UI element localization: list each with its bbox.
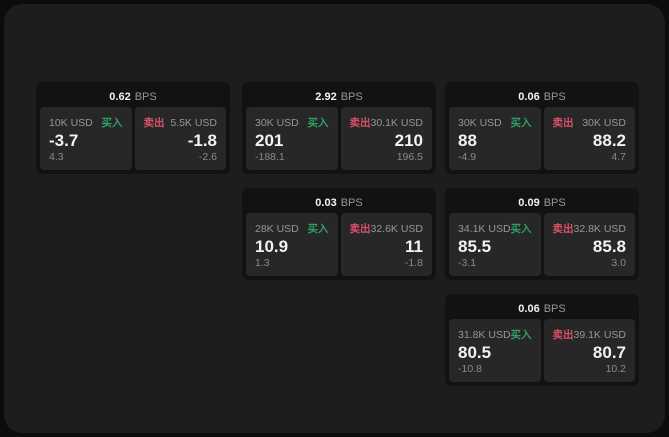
- sell-amount: 32.8K USD: [573, 222, 627, 235]
- buy-amount: 34.1K USD: [458, 222, 511, 235]
- buy-price: 201: [255, 131, 284, 150]
- bps-value: 0.06: [518, 302, 540, 315]
- buy-label: 买入: [510, 329, 532, 341]
- quote-card[interactable]: 2.92 BPS 30K USD 买入 201 -188.1 卖出 30.1K …: [242, 82, 436, 174]
- sell-price: 11: [405, 237, 423, 256]
- quote-tiles: 30K USD 买入 88 -4.9 卖出 30K USD 88.2 4.7: [449, 107, 635, 170]
- sell-price: 85.8: [592, 237, 626, 256]
- buy-price: 10.9: [255, 237, 289, 256]
- sell-tile[interactable]: 卖出 30.1K USD 210 196.5: [340, 107, 432, 170]
- buy-price: -3.7: [49, 131, 79, 150]
- quote-card[interactable]: 0.06 BPS 31.8K USD 买入 80.5 -10.8 卖出 39.1…: [445, 294, 639, 386]
- buy-label: 买入: [101, 117, 123, 129]
- buy-label: 买入: [307, 117, 329, 129]
- bps-unit: BPS: [340, 90, 363, 103]
- sell-amount: 30.1K USD: [370, 116, 424, 129]
- buy-amount: 10K USD: [49, 116, 93, 129]
- bps-unit: BPS: [134, 90, 157, 103]
- buy-tile[interactable]: 34.1K USD 买入 85.5 -3.1: [449, 213, 541, 276]
- sell-tile[interactable]: 卖出 30K USD 88.2 4.7: [543, 107, 635, 170]
- quote-tiles: 31.8K USD 买入 80.5 -10.8 卖出 39.1K USD 80.…: [449, 319, 635, 382]
- sell-delta: 3.0: [611, 257, 626, 269]
- buy-tile[interactable]: 31.8K USD 买入 80.5 -10.8: [449, 319, 541, 382]
- bps-unit: BPS: [543, 196, 566, 209]
- bps-value: 0.03: [315, 196, 337, 209]
- quote-card[interactable]: 0.06 BPS 30K USD 买入 88 -4.9 卖出 30K USD 8…: [445, 82, 639, 174]
- sell-amount: 39.1K USD: [573, 328, 627, 341]
- sell-tile[interactable]: 卖出 32.8K USD 85.8 3.0: [543, 213, 635, 276]
- sell-price: 80.7: [592, 343, 626, 362]
- sell-amount: 32.6K USD: [370, 222, 424, 235]
- bps-unit: BPS: [340, 196, 363, 209]
- sell-tile[interactable]: 卖出 5.5K USD -1.8 -2.6: [134, 107, 226, 170]
- buy-price: 85.5: [458, 237, 492, 256]
- sell-tile[interactable]: 卖出 32.6K USD 11 -1.8: [340, 213, 432, 276]
- buy-price: 88: [458, 131, 477, 150]
- buy-amount: 30K USD: [255, 116, 299, 129]
- sell-amount: 30K USD: [582, 116, 626, 129]
- sell-price: 210: [394, 131, 423, 150]
- bps-header: 0.03 BPS: [246, 192, 432, 213]
- quote-tiles: 34.1K USD 买入 85.5 -3.1 卖出 32.8K USD 85.8…: [449, 213, 635, 276]
- buy-delta: 1.3: [255, 257, 270, 269]
- quote-tiles: 30K USD 买入 201 -188.1 卖出 30.1K USD 210 1…: [246, 107, 432, 170]
- quote-card[interactable]: 0.09 BPS 34.1K USD 买入 85.5 -3.1 卖出 32.8K…: [445, 188, 639, 280]
- bps-value: 0.09: [518, 196, 540, 209]
- buy-tile[interactable]: 28K USD 买入 10.9 1.3: [246, 213, 338, 276]
- bps-unit: BPS: [543, 90, 566, 103]
- quote-tiles: 28K USD 买入 10.9 1.3 卖出 32.6K USD 11 -1.8: [246, 213, 432, 276]
- sell-tile[interactable]: 卖出 39.1K USD 80.7 10.2: [543, 319, 635, 382]
- sell-label: 卖出: [552, 117, 574, 129]
- sell-delta: -2.6: [198, 151, 217, 163]
- buy-delta: -3.1: [458, 257, 477, 269]
- buy-amount: 30K USD: [458, 116, 502, 129]
- bps-header: 0.06 BPS: [449, 86, 635, 107]
- sell-delta: 10.2: [605, 363, 626, 375]
- sell-amount: 5.5K USD: [170, 116, 217, 129]
- bps-header: 0.06 BPS: [449, 298, 635, 319]
- bps-header: 0.62 BPS: [40, 86, 226, 107]
- bps-header: 0.09 BPS: [449, 192, 635, 213]
- buy-label: 买入: [307, 223, 329, 235]
- buy-tile[interactable]: 10K USD 买入 -3.7 4.3: [40, 107, 132, 170]
- sell-label: 卖出: [143, 117, 165, 129]
- sell-price: 88.2: [592, 131, 626, 150]
- bps-value: 0.06: [518, 90, 540, 103]
- buy-delta: 4.3: [49, 151, 64, 163]
- buy-delta: -188.1: [255, 151, 285, 163]
- sell-label: 卖出: [349, 223, 371, 235]
- quote-card[interactable]: 0.03 BPS 28K USD 买入 10.9 1.3 卖出 32.6K US…: [242, 188, 436, 280]
- bps-header: 2.92 BPS: [246, 86, 432, 107]
- buy-price: 80.5: [458, 343, 492, 362]
- bps-value: 2.92: [315, 90, 337, 103]
- buy-label: 买入: [510, 223, 532, 235]
- quote-card[interactable]: 0.62 BPS 10K USD 买入 -3.7 4.3 卖出 5.5K USD…: [36, 82, 230, 174]
- sell-delta: -1.8: [404, 257, 423, 269]
- sell-delta: 4.7: [611, 151, 626, 163]
- sell-price: -1.8: [187, 131, 217, 150]
- app-panel: 0.62 BPS 10K USD 买入 -3.7 4.3 卖出 5.5K USD…: [4, 4, 665, 433]
- bps-value: 0.62: [109, 90, 131, 103]
- bps-unit: BPS: [543, 302, 566, 315]
- buy-amount: 31.8K USD: [458, 328, 511, 341]
- sell-label: 卖出: [349, 117, 371, 129]
- sell-label: 卖出: [552, 223, 574, 235]
- buy-delta: -4.9: [458, 151, 477, 163]
- buy-label: 买入: [510, 117, 532, 129]
- buy-tile[interactable]: 30K USD 买入 88 -4.9: [449, 107, 541, 170]
- quote-tiles: 10K USD 买入 -3.7 4.3 卖出 5.5K USD -1.8 -2.…: [40, 107, 226, 170]
- buy-delta: -10.8: [458, 363, 482, 375]
- buy-amount: 28K USD: [255, 222, 299, 235]
- sell-delta: 196.5: [396, 151, 423, 163]
- buy-tile[interactable]: 30K USD 买入 201 -188.1: [246, 107, 338, 170]
- sell-label: 卖出: [552, 329, 574, 341]
